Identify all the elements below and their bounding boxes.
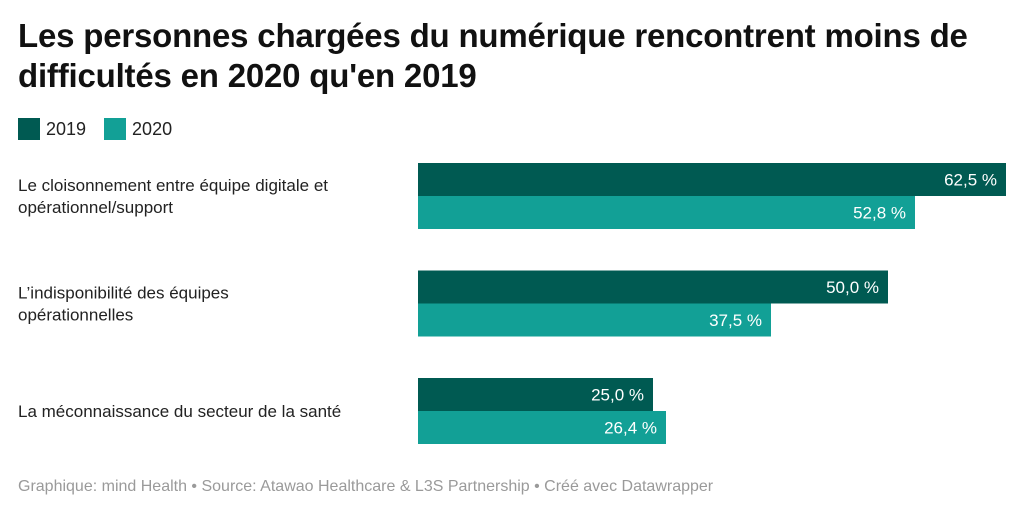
category-label: La méconnaissance du secteur de la santé (18, 402, 341, 421)
bar-value-label: 62,5 % (944, 171, 997, 190)
bar-value-label: 25,0 % (591, 386, 644, 405)
bar-value-label: 50,0 % (826, 278, 879, 297)
bar-2020 (418, 303, 771, 337)
legend-swatch-2019 (18, 118, 40, 140)
bar-2020 (418, 411, 666, 444)
bar-value-label: 52,8 % (853, 204, 906, 223)
category-label: Le cloisonnement entre équipe digitale e… (18, 176, 328, 217)
bar-chart: Le cloisonnement entre équipe digitale e… (18, 163, 1006, 444)
legend-label-2019: 2019 (46, 118, 87, 139)
bar-2019 (418, 270, 888, 304)
legend-label-2020: 2020 (132, 118, 173, 139)
legend-item-2020: 2020 (104, 118, 172, 140)
legend-item-2019: 2019 (18, 118, 86, 140)
bar-2019 (418, 163, 1006, 196)
legend-swatch-2020 (104, 118, 127, 140)
chart-legend: 2019 2020 (18, 118, 190, 140)
bar-value-label: 26,4 % (604, 419, 657, 438)
chart-footer: Graphique: mind Health • Source: Atawao … (18, 478, 714, 495)
category-label: L’indisponibilité des équipes opérationne… (18, 284, 229, 325)
bar-2020 (418, 196, 915, 229)
bar-value-label: 37,5 % (709, 311, 762, 330)
bar-2019 (418, 378, 653, 411)
chart-title: Les personnes chargées du numérique renc… (18, 17, 968, 94)
